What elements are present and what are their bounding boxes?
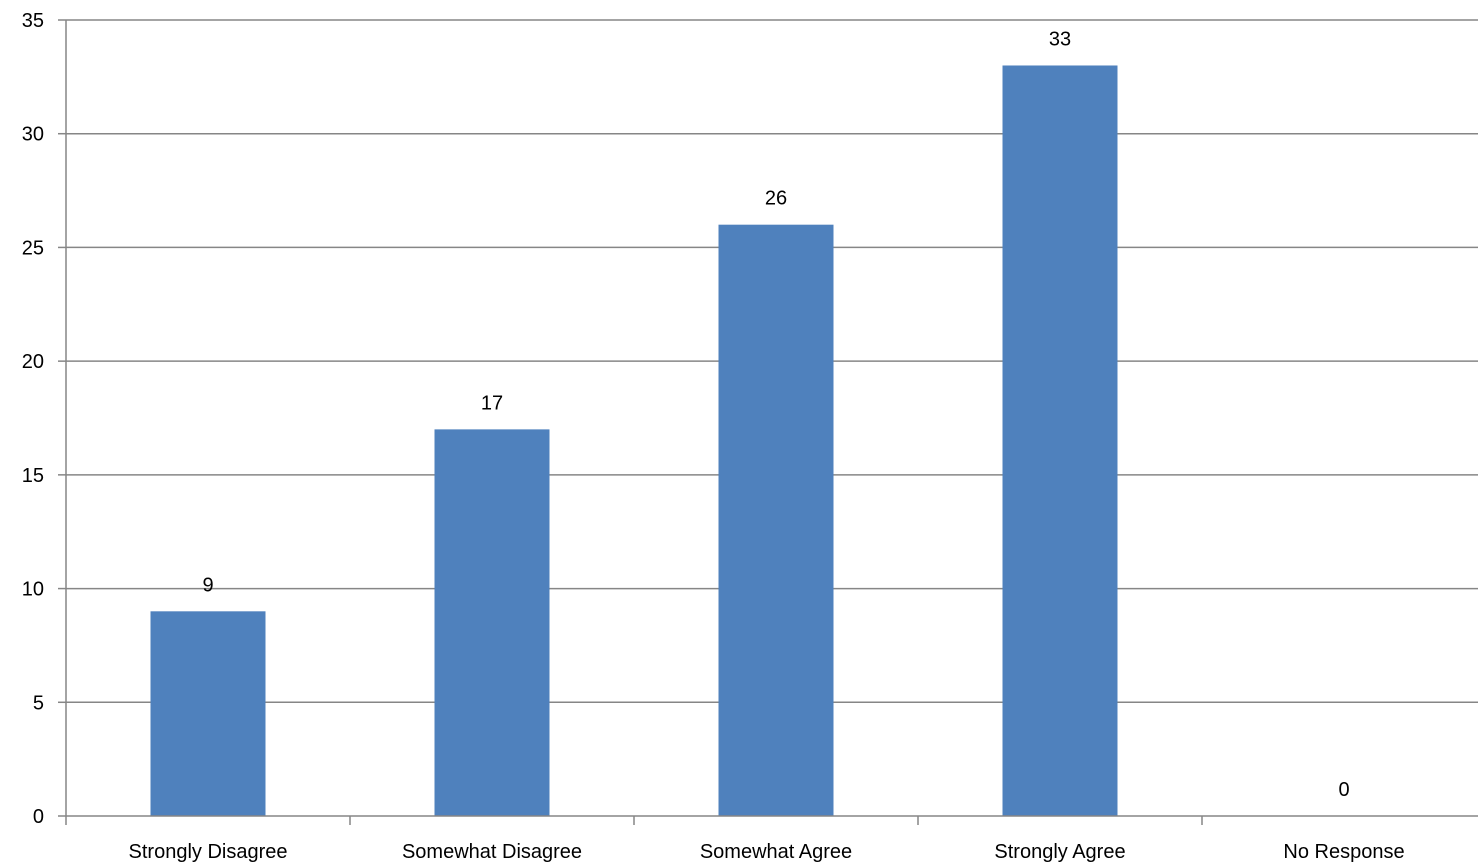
y-tick-label: 0 — [33, 806, 44, 828]
y-tick-label: 30 — [22, 124, 44, 146]
axes — [65, 20, 1478, 817]
y-axis-ticks: 0 5 10 15 20 25 30 35 — [22, 10, 66, 828]
data-label: 33 — [1049, 28, 1071, 50]
data-label: 17 — [481, 392, 503, 414]
x-category-label: Somewhat Agree — [700, 841, 852, 863]
x-category-label: Strongly Disagree — [129, 841, 288, 863]
data-label: 0 — [1338, 779, 1349, 801]
x-category-label: Somewhat Disagree — [402, 841, 582, 863]
x-category-label: Strongly Agree — [994, 841, 1125, 863]
x-axis-ticks: Strongly Disagree Somewhat Disagree Somewh… — [65, 816, 1405, 863]
bars — [150, 65, 1118, 816]
x-category-label: No Response — [1283, 841, 1404, 863]
bar-somewhat-agree — [718, 224, 834, 816]
data-labels: 9 17 26 33 0 — [202, 28, 1349, 801]
y-tick-label: 25 — [22, 237, 44, 259]
y-tick-label: 15 — [22, 465, 44, 487]
bar-somewhat-disagree — [434, 429, 550, 816]
bar-strongly-disagree — [150, 611, 266, 816]
y-tick-label: 35 — [22, 10, 44, 32]
data-label: 26 — [765, 188, 787, 210]
bar-strongly-agree — [1002, 65, 1118, 816]
y-tick-label: 20 — [22, 351, 44, 373]
data-label: 9 — [202, 574, 213, 596]
y-tick-label: 10 — [22, 579, 44, 601]
y-tick-label: 5 — [33, 692, 44, 714]
